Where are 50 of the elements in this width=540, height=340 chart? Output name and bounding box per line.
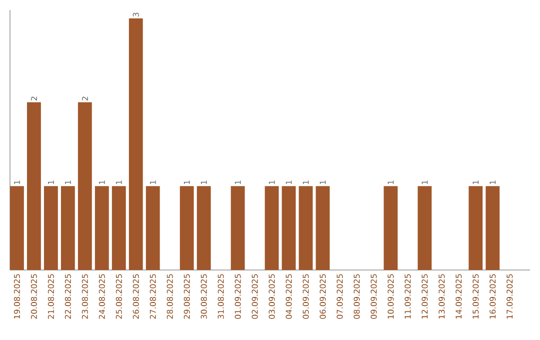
data-label: 1 [14, 180, 20, 184]
x-tick-label: 19.08.2025 [14, 274, 20, 318]
data-label: 1 [48, 180, 54, 184]
data-label: 1 [320, 180, 326, 184]
data-label: 1 [184, 180, 190, 184]
data-label: 1 [388, 180, 394, 184]
x-tick-label: 04.09.2025 [286, 274, 292, 319]
data-label: 1 [472, 180, 479, 184]
x-tick-label: 02.09.2025 [252, 274, 258, 319]
x-tick-label: 07.09.2025 [336, 274, 343, 319]
x-tick-label: 24.08.2025 [98, 274, 105, 319]
x-tick-label: 14.09.2025 [456, 274, 462, 318]
data-label: 1 [268, 180, 275, 184]
data-label: 1 [150, 180, 156, 184]
data-label: 2 [30, 96, 37, 100]
data-label: 3 [132, 12, 139, 17]
x-tick-label: 20.08.2025 [30, 274, 37, 319]
x-tick-label: 17.09.2025 [506, 274, 513, 318]
data-label: 1 [200, 180, 207, 184]
data-label: 1 [234, 180, 241, 184]
data-label: 1 [490, 180, 496, 184]
x-tick-label: 16.09.2025 [490, 274, 496, 318]
x-tick-label: 09.09.2025 [370, 274, 377, 319]
x-tick-label: 23.08.2025 [82, 274, 88, 319]
x-tick-label: 13.09.2025 [438, 274, 445, 318]
x-tick-label: 31.08.2025 [218, 274, 224, 319]
x-tick-label: 08.09.2025 [354, 274, 360, 319]
data-label: 1 [422, 180, 428, 184]
x-tick-label: 11.09.2025 [404, 274, 411, 318]
x-tick-label: 28.08.2025 [166, 274, 173, 319]
x-tick-label: 27.08.2025 [150, 274, 156, 319]
x-tick-label: 05.09.2025 [302, 274, 309, 319]
x-tick-label: 03.09.2025 [268, 274, 275, 319]
x-tick-label: 06.09.2025 [320, 274, 326, 319]
x-tick-label: 12.09.2025 [422, 274, 428, 318]
x-tick-label: 29.08.2025 [184, 274, 190, 319]
data-label: 1 [65, 180, 71, 184]
x-tick-label: 01.09.2025 [234, 274, 241, 319]
x-tick-label: 22.08.2025 [64, 274, 71, 319]
x-tick-label: 26.08.2025 [132, 274, 139, 319]
data-label: 1 [302, 180, 309, 184]
x-tick-label: 10.09.2025 [388, 274, 394, 318]
x-tick-label: 25.08.2025 [116, 274, 122, 319]
x-tick-label: 30.08.2025 [200, 274, 207, 319]
data-label: 1 [98, 180, 105, 184]
data-label: 1 [116, 180, 122, 184]
data-label: 2 [82, 96, 88, 100]
x-tick-label: 21.08.2025 [48, 274, 54, 319]
data-label: 1 [286, 180, 292, 184]
x-tick-label: 15.09.2025 [472, 274, 479, 318]
